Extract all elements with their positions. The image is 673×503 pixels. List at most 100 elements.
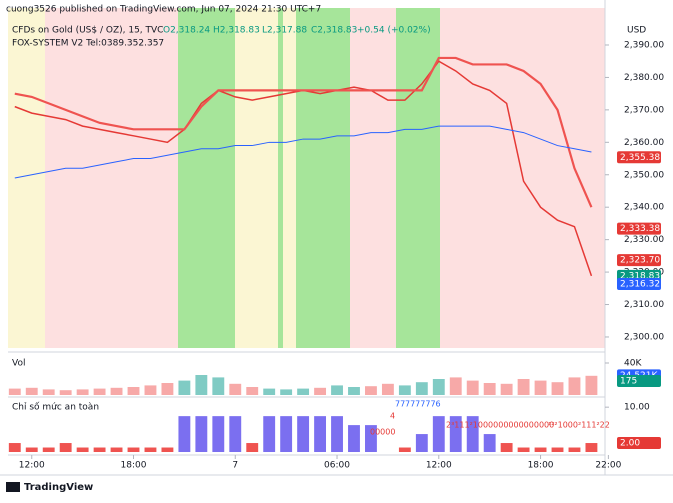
bar — [551, 382, 564, 395]
bar — [8, 443, 21, 452]
bar — [348, 387, 360, 395]
bar — [568, 377, 581, 395]
y-tick-label: 2,370.00 — [624, 105, 664, 115]
bar — [297, 388, 310, 395]
price-label-bg — [617, 151, 661, 164]
symbol: CFDs on Gold (US$ / OZ), 15, TVC — [12, 26, 163, 36]
bar — [500, 383, 513, 395]
bar — [59, 443, 72, 452]
price-label: 2.00 — [620, 439, 640, 449]
bar — [466, 416, 479, 452]
x-tick-label: 12:00 — [426, 461, 452, 471]
change: +0.54 (+0.02%) — [357, 26, 431, 36]
zone — [235, 8, 278, 348]
bar — [517, 379, 530, 395]
bar — [229, 383, 242, 395]
bar — [110, 447, 123, 452]
bar — [585, 443, 598, 452]
bar — [263, 416, 276, 452]
bar — [161, 447, 174, 452]
ohlc-high: H2,318.83 — [213, 26, 260, 36]
price-label: 2,333.38 — [620, 224, 660, 234]
zone — [178, 8, 235, 348]
x-tick-label: 12:00 — [19, 461, 45, 471]
annotation: 7777776 — [405, 400, 441, 409]
indicator-name: FOX-SYSTEM V2 Tel:0389.352.357 — [12, 39, 164, 49]
bar — [280, 389, 293, 395]
price-label: 2,318.83 — [620, 271, 660, 281]
bar — [195, 416, 208, 452]
bar — [127, 447, 140, 452]
bar — [415, 382, 428, 395]
bar — [93, 447, 106, 452]
bar — [212, 377, 225, 395]
bar — [93, 388, 106, 395]
price-label-bg — [617, 375, 661, 387]
bar — [127, 387, 140, 395]
bar — [25, 447, 38, 452]
bar — [517, 447, 530, 452]
ohlc-close: C2,318.83 — [311, 26, 357, 36]
bar — [331, 416, 343, 452]
y-tick-label: 2,390.00 — [624, 40, 664, 50]
logo-icon — [6, 482, 20, 492]
logo: TradingView — [24, 482, 93, 493]
bar — [263, 388, 276, 395]
bar — [314, 387, 327, 395]
bar — [551, 447, 564, 452]
bar — [76, 447, 89, 452]
price-label: 2,323.70 — [620, 256, 660, 266]
x-tick-label: 18:00 — [528, 461, 554, 471]
price-label-bg — [617, 278, 661, 291]
annotation: 77 — [395, 400, 405, 409]
x-tick-label: 7 — [232, 461, 238, 471]
background-zones — [8, 8, 605, 348]
price-label: 2,316.32 — [620, 280, 660, 290]
bar — [365, 425, 377, 452]
bar — [534, 447, 547, 452]
y-tick-label: 2,380.00 — [624, 73, 664, 83]
y-tick-label: 10.00 — [624, 403, 650, 413]
price-label-bg — [617, 437, 661, 450]
zone — [296, 8, 350, 348]
bar — [415, 434, 428, 452]
series-line — [14, 125, 592, 179]
bar — [398, 447, 411, 452]
bar — [500, 443, 513, 452]
bar — [8, 388, 21, 395]
x-tick-label: 22:00 — [595, 461, 621, 471]
zone — [396, 8, 440, 348]
bar — [246, 387, 259, 395]
bar — [144, 385, 157, 395]
ohlc-open: O2,318.24 — [163, 26, 210, 36]
bar — [297, 416, 310, 452]
bar — [178, 380, 191, 395]
bar — [314, 416, 327, 452]
bar — [76, 389, 89, 395]
bar — [280, 416, 293, 452]
y-tick-label: 2,310.00 — [624, 300, 664, 310]
bar — [42, 389, 55, 395]
bar — [25, 387, 38, 395]
bar — [246, 443, 259, 452]
bar — [483, 383, 496, 395]
price-label-bg — [617, 222, 661, 235]
annotation: 00000 — [370, 428, 395, 437]
y-tick-label: 2,300.00 — [624, 332, 664, 342]
bar — [110, 387, 123, 395]
y-tick-label: 2,350.00 — [624, 170, 664, 180]
bar — [59, 390, 72, 395]
zone — [278, 8, 283, 348]
price-label-bg — [617, 254, 661, 267]
bar — [432, 416, 445, 452]
bar — [161, 383, 174, 395]
bar — [144, 447, 157, 452]
bar — [42, 447, 55, 452]
bar — [398, 385, 411, 395]
price-label: 175 — [620, 377, 637, 387]
bar — [432, 379, 445, 395]
currency: USD — [627, 26, 646, 36]
series-line — [14, 56, 593, 208]
price-label: 2,355.38 — [620, 153, 660, 163]
